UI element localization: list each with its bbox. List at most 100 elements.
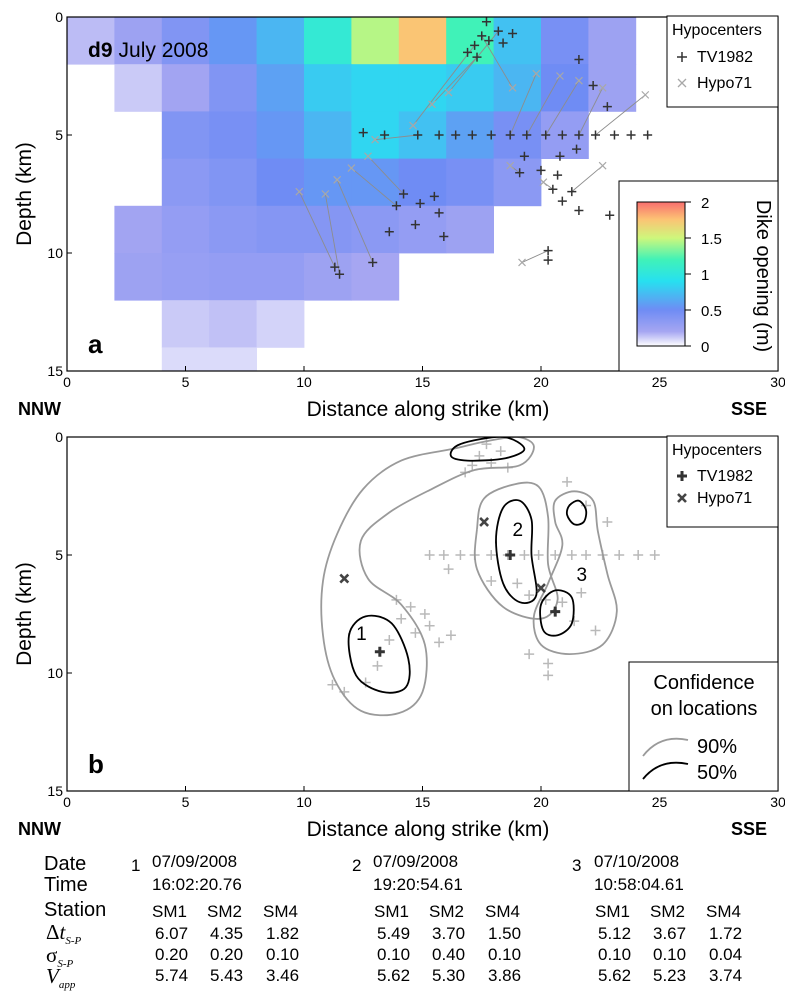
event-1-vapp-1: 5.74 — [155, 966, 189, 985]
event-1-sigma-2: 0.20 — [210, 945, 244, 964]
tv1982-point — [477, 31, 487, 41]
colorbar-tick-label: 0 — [701, 339, 709, 356]
heatmap-cell — [493, 111, 542, 159]
heatmap-cell — [446, 158, 494, 207]
event-2-number: 2 — [352, 856, 362, 875]
heatmap-cell — [209, 347, 257, 371]
event-3-station-3: SM4 — [706, 902, 741, 921]
background-hypocenter — [562, 476, 573, 487]
x-tick-label: 25 — [652, 374, 668, 390]
heatmap-cell — [304, 64, 352, 112]
contour-50 — [539, 589, 575, 637]
event-3-sigma-3: 0.04 — [709, 945, 743, 964]
event-hypo71-marker — [536, 583, 546, 593]
confidence-90: 90% — [697, 736, 737, 758]
relocation-link — [324, 193, 340, 275]
x-tick-label: 0 — [63, 374, 71, 390]
heatmap-cell — [209, 300, 257, 348]
relocation-link — [526, 75, 561, 136]
event-1-number: 1 — [131, 856, 141, 875]
confidence-legend: Confidence on locations 90% 50% — [628, 661, 779, 792]
background-hypocenter — [524, 649, 535, 660]
row-label-time: Time — [44, 874, 88, 896]
background-hypocenter — [519, 550, 530, 560]
heatmap-cell — [304, 17, 352, 65]
confidence-title-1: Confidence — [653, 672, 754, 694]
legend-b-tv1982: TV1982 — [697, 468, 753, 485]
background-hypocenter — [602, 516, 613, 527]
background-hypocenter — [410, 627, 421, 638]
y-tick-label: 10 — [47, 665, 63, 681]
colorbar-tick-label: 0.5 — [701, 303, 722, 320]
x-tick-label: 10 — [296, 794, 312, 810]
confidence-contours — [320, 437, 618, 717]
tv1982-point — [626, 130, 636, 140]
hypo71-point — [556, 72, 564, 80]
background-hypocenter — [384, 634, 395, 645]
background-hypocenter — [327, 679, 338, 690]
event-1-dt-2: 4.35 — [210, 924, 244, 943]
tv1982-point — [574, 130, 584, 140]
tv1982-point — [572, 144, 582, 154]
heatmap-cell — [398, 158, 447, 207]
event-1-time: 16:02:20.76 — [152, 875, 242, 894]
x-tick-label: 30 — [770, 374, 785, 390]
heatmap-cell — [209, 64, 257, 112]
heatmap-cell — [256, 64, 305, 112]
legend-b-plus-marker — [677, 471, 687, 481]
tv1982-point — [429, 191, 439, 201]
heatmap-cell — [161, 253, 210, 301]
panel-a-title: d9 July 2008 — [88, 39, 208, 62]
event-2-sigma-2: 0.40 — [432, 945, 466, 964]
background-hypocenter — [649, 550, 660, 560]
ylabel-a: Depth (km) — [13, 142, 36, 246]
heatmap-cell — [114, 17, 163, 65]
tv1982-point — [567, 187, 577, 197]
heatmap-cell — [351, 205, 400, 254]
row-label-vapp: Vapp — [46, 964, 76, 991]
hypo71-point — [409, 121, 417, 130]
background-hypocenter — [614, 550, 625, 560]
tv1982-point — [481, 17, 491, 27]
relocation-link — [595, 94, 646, 136]
row-label-dt: ΔtS-P — [46, 920, 82, 948]
heatmap-cell — [209, 158, 257, 207]
hypo71-point — [321, 190, 330, 198]
event-table: Date Time Station ΔtS-P σS-P Vapp 1 07/0… — [0, 848, 785, 991]
opening-heatmap — [67, 17, 637, 371]
heatmap-cell — [161, 205, 210, 254]
background-hypocenter — [590, 625, 601, 636]
relocation-link — [375, 134, 418, 141]
relocation-link — [571, 165, 603, 192]
heatmap-cell — [256, 253, 305, 301]
background-hypocenter — [396, 613, 407, 624]
panel-b: 1 2 3 0 5 10 15 20 25 30 0 5 10 15 Depth (km) Distan… — [13, 429, 785, 841]
heatmap-cell — [541, 64, 589, 112]
contour-50-swatch — [642, 761, 689, 780]
background-hypocenter — [467, 460, 478, 471]
tv1982-point — [508, 29, 518, 39]
event-3-date: 07/10/2008 — [594, 852, 680, 871]
event-3-station-2: SM2 — [650, 902, 685, 921]
tv1982-point — [541, 130, 551, 140]
background-hypocenters — [327, 439, 660, 697]
tv1982-point — [515, 168, 525, 178]
colorbar-tick-label: 1.5 — [701, 231, 722, 248]
heatmap-cell — [351, 111, 400, 159]
heatmap-cell — [161, 64, 210, 112]
heatmap-cell — [256, 158, 305, 207]
tv1982-point — [548, 184, 558, 194]
legend-cross-marker — [677, 78, 687, 88]
sse-label-b: SSE — [731, 819, 767, 839]
colorbar: 2 1.5 1 0.5 0 Dike opening (m) — [618, 180, 779, 372]
title-bold: d9 — [88, 39, 113, 62]
heatmap-cell — [541, 17, 589, 65]
background-hypocenter — [419, 609, 430, 619]
tv1982-point — [493, 26, 503, 36]
tv1982-point — [484, 36, 494, 46]
tv1982-point — [368, 257, 378, 267]
background-hypocenter — [550, 550, 561, 560]
tv1982-point — [434, 130, 444, 140]
heatmap-cell — [304, 111, 352, 159]
tv1982-point — [415, 198, 425, 208]
